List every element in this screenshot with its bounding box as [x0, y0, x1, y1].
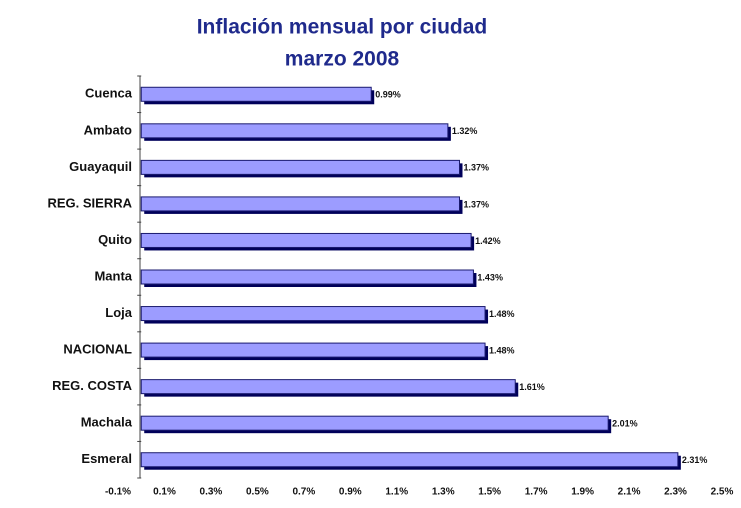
x-tick-label: 0.9% [339, 487, 362, 498]
x-tick-label: 2.3% [664, 487, 687, 498]
value-label: 2.31% [682, 455, 708, 465]
bar [140, 452, 679, 468]
value-label: 1.61% [519, 382, 545, 392]
bar [140, 269, 474, 285]
x-tick-label: 0.1% [153, 487, 176, 498]
bar [140, 415, 609, 431]
x-tick-label: 2.5% [711, 487, 734, 498]
x-tick-label: 1.5% [478, 487, 501, 498]
bar [140, 159, 460, 175]
y-tick-label: Loja [105, 305, 132, 320]
value-label: 2.01% [612, 419, 638, 429]
y-tick-label: Cuenca [85, 86, 133, 101]
chart-subtitle: marzo 2008 [285, 48, 400, 71]
bar [140, 306, 486, 322]
bar [140, 86, 372, 102]
bar [140, 379, 516, 395]
y-tick-label: REG. SIERRA [47, 195, 132, 210]
bar [140, 123, 449, 139]
y-tick-label: Quito [98, 232, 132, 247]
y-tick-label: Guayaquil [69, 159, 132, 174]
value-label: 1.43% [477, 272, 503, 282]
x-tick-label: -0.1% [105, 487, 131, 498]
value-label: 1.48% [489, 309, 515, 319]
value-label: 1.37% [463, 163, 489, 173]
chart-title: Inflación mensual por ciudad [197, 16, 488, 39]
y-tick-label: Ambato [84, 122, 132, 137]
x-tick-label: 1.1% [385, 487, 408, 498]
y-tick-label: Esmeral [81, 451, 132, 466]
value-label: 1.48% [489, 345, 515, 355]
x-tick-label: 1.9% [571, 487, 594, 498]
x-tick-label: 1.7% [525, 487, 548, 498]
bar [140, 342, 486, 358]
x-tick-label: 0.5% [246, 487, 269, 498]
bar [140, 232, 472, 248]
y-tick-label: Manta [94, 268, 132, 283]
value-label: 1.37% [463, 199, 489, 209]
value-label: 1.42% [475, 236, 501, 246]
x-tick-label: 0.3% [200, 487, 223, 498]
value-label: 1.32% [452, 126, 478, 136]
y-tick-label: Machala [81, 415, 133, 430]
y-tick-label: REG. COSTA [52, 378, 133, 393]
y-tick-label: NACIONAL [63, 342, 132, 357]
x-tick-label: 1.3% [432, 487, 455, 498]
x-tick-label: 2.1% [618, 487, 641, 498]
x-tick-label: 0.7% [292, 487, 315, 498]
bar [140, 196, 460, 212]
value-label: 0.99% [375, 90, 401, 100]
